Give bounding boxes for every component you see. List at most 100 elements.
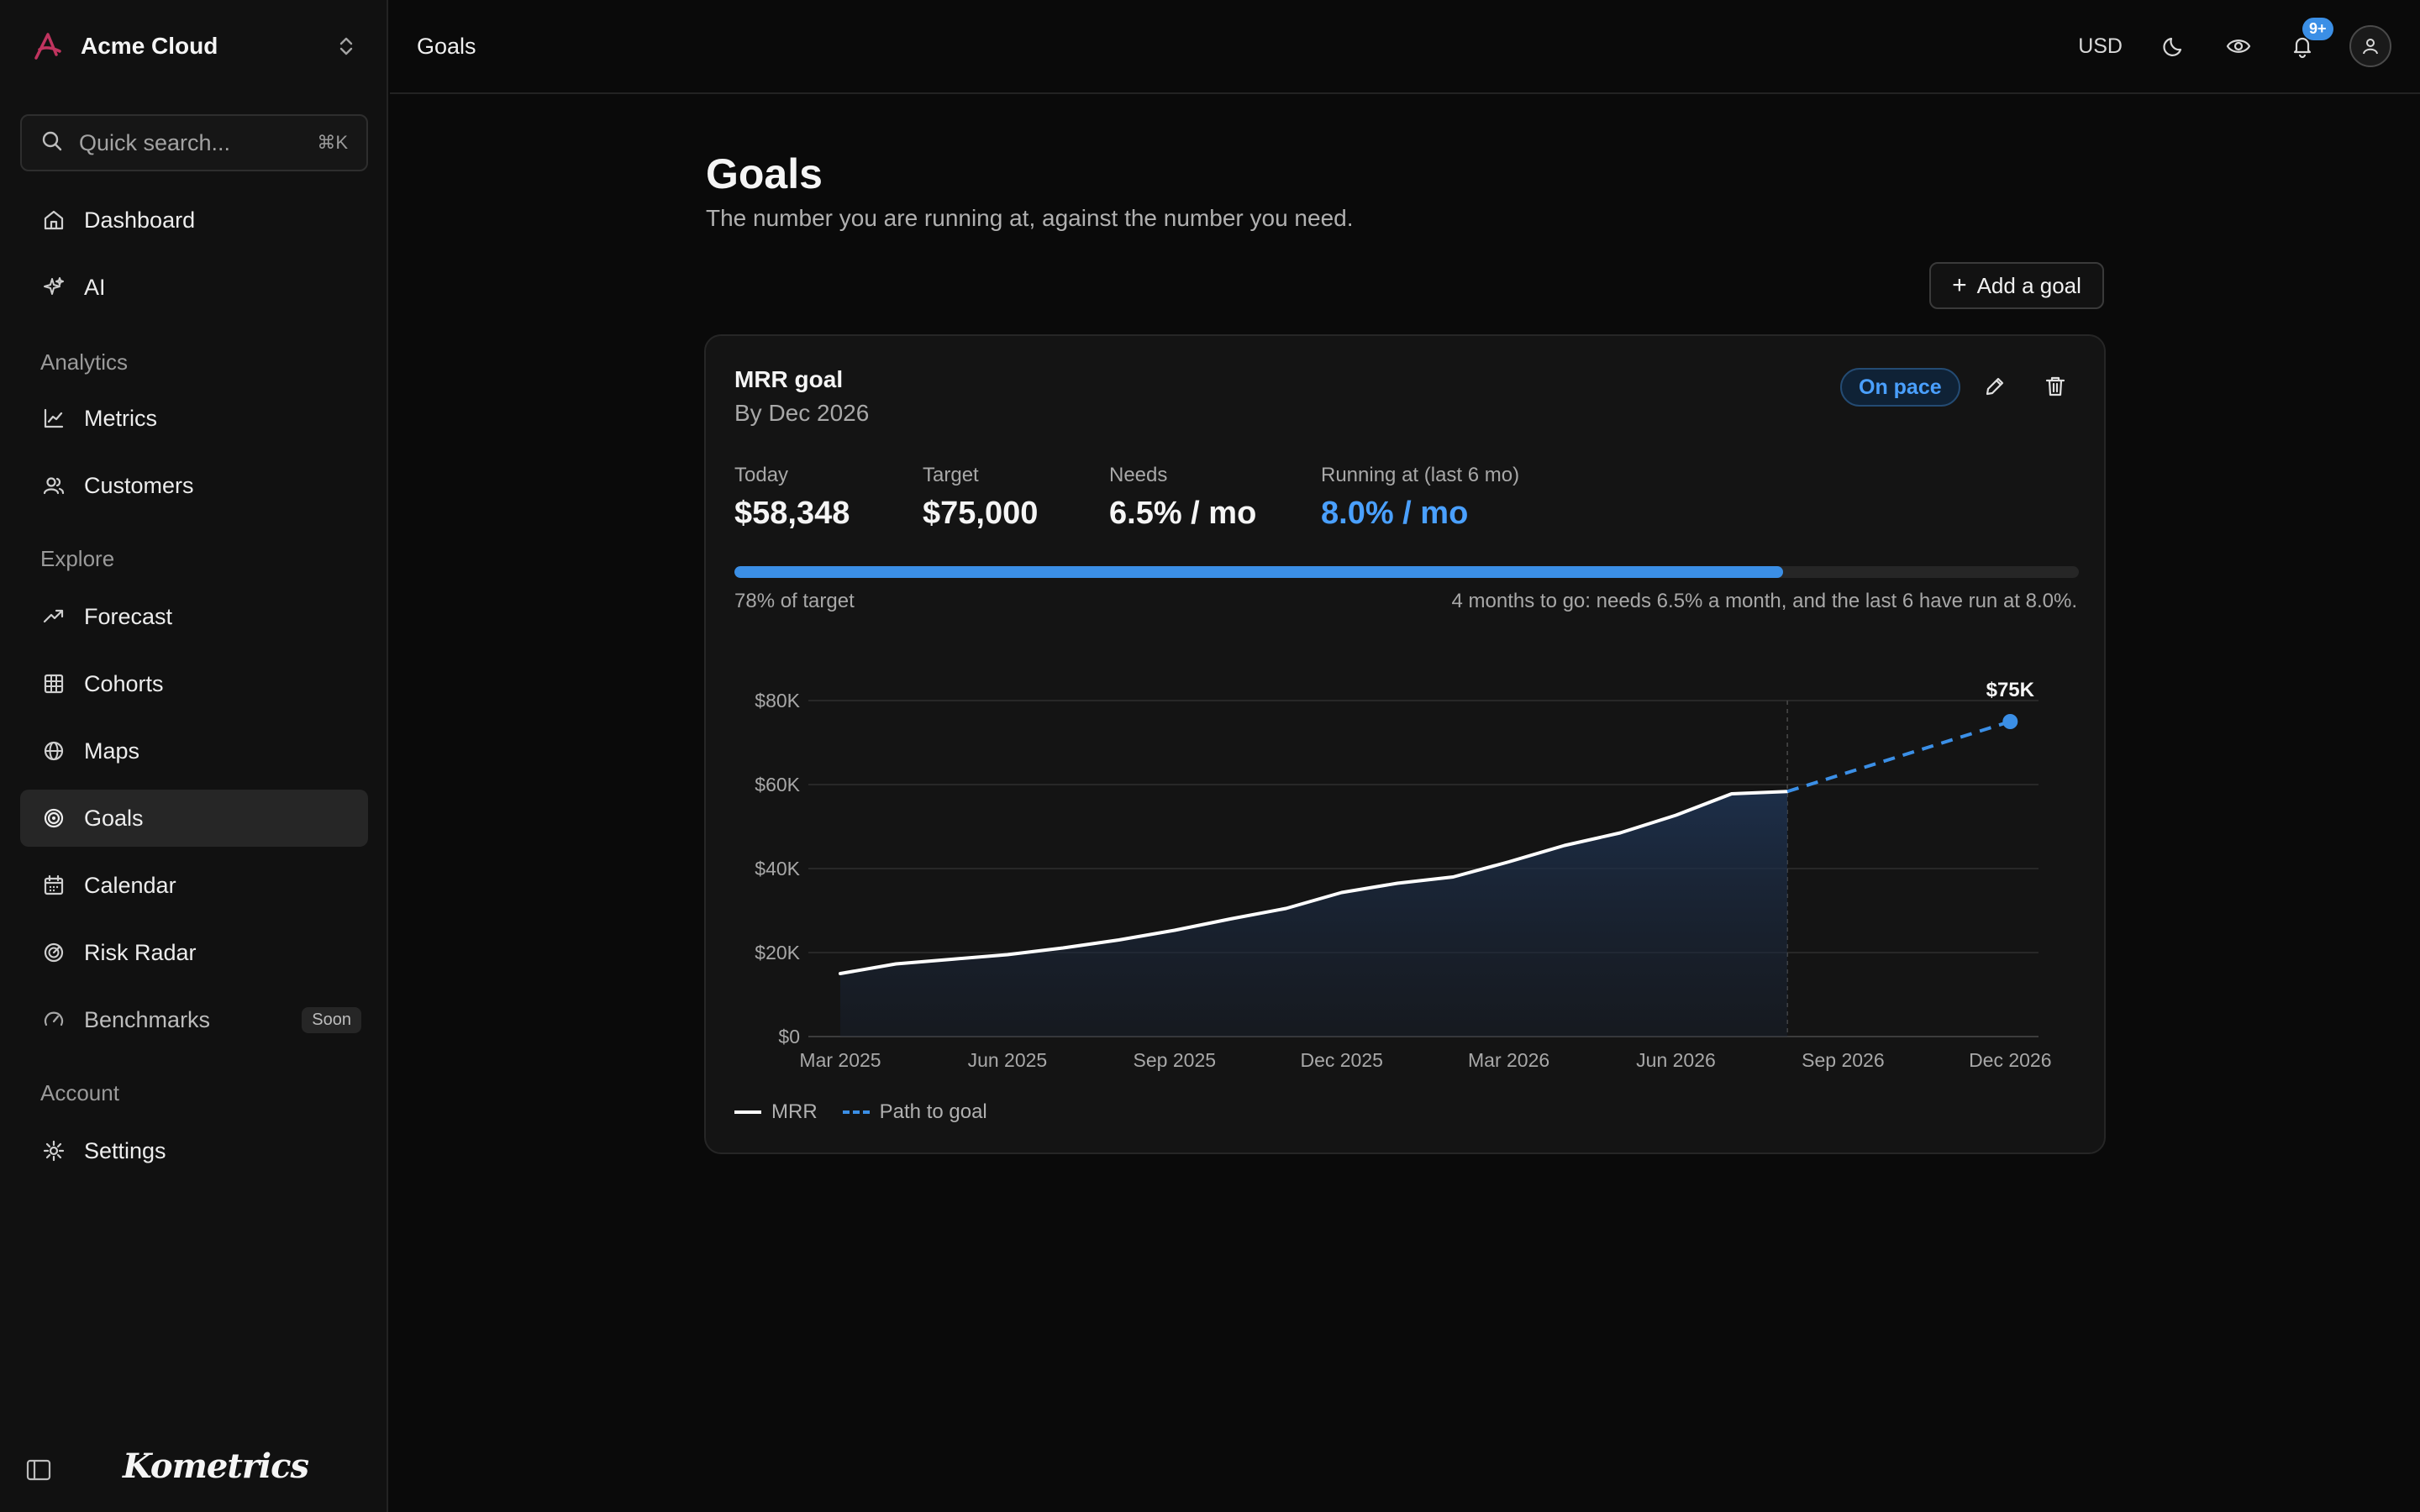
sidebar-item-label: Dashboard <box>84 207 196 233</box>
breadcrumb: Goals <box>417 33 476 59</box>
legend-swatch <box>842 1110 870 1114</box>
goal-point <box>2002 714 2018 729</box>
section-title-analytics: Analytics <box>40 349 129 375</box>
sidebar-item-benchmarks[interactable]: Benchmarks Soon <box>20 991 368 1048</box>
sidebar-item-goals[interactable]: Goals <box>20 790 368 847</box>
x-tick-label: Jun 2025 <box>968 1049 1048 1071</box>
stat-value: $58,348 <box>734 496 850 531</box>
legend-label: MRR <box>771 1100 818 1123</box>
sidebar-item-label: Cohorts <box>84 670 164 696</box>
y-tick-label: $0 <box>778 1026 800 1047</box>
search-input[interactable]: Quick search... ⌘K <box>20 114 368 171</box>
progress-fill <box>734 566 1783 578</box>
sidebar: Acme Cloud Quick search... ⌘K Dashboard … <box>0 0 388 1512</box>
mrr-area <box>840 791 1788 1037</box>
sidebar-item-label: Settings <box>84 1137 166 1163</box>
soon-badge: Soon <box>302 1006 361 1033</box>
stat-label: Running at (last 6 mo) <box>1321 464 1520 486</box>
users-icon <box>40 472 67 499</box>
page-title: Goals <box>706 150 823 197</box>
target-icon <box>40 805 67 832</box>
x-tick-label: Sep 2026 <box>1802 1049 1884 1071</box>
calendar-icon <box>40 872 67 899</box>
x-tick-label: Mar 2025 <box>799 1049 881 1071</box>
section-title-explore: Explore <box>40 546 115 571</box>
stat-label: Needs <box>1109 464 1168 486</box>
add-goal-button[interactable]: + Add a goal <box>1929 262 2104 309</box>
x-tick-label: Jun 2026 <box>1636 1049 1716 1071</box>
sidebar-item-label: Customers <box>84 472 194 498</box>
search-icon <box>40 129 64 157</box>
workspace-switcher[interactable]: Acme Cloud <box>0 0 388 92</box>
sidebar-item-label: Calendar <box>84 872 176 898</box>
search-shortcut: ⌘K <box>317 132 348 153</box>
stat-label: Today <box>734 464 789 486</box>
sidebar-item-label: Maps <box>84 738 140 764</box>
progress-note: 4 months to go: needs 6.5% a month, and … <box>1451 590 2077 612</box>
bell-icon[interactable]: 9+ <box>2286 18 2333 63</box>
add-goal-label: Add a goal <box>1976 272 2081 298</box>
plus-icon: + <box>1952 271 1967 299</box>
path-to-goal-line <box>1786 720 2011 794</box>
sidebar-item-forecast[interactable]: Forecast <box>20 588 368 645</box>
stat-target: Target $75,000 <box>923 464 1038 532</box>
avatar[interactable] <box>2349 25 2391 67</box>
section-title-account: Account <box>40 1080 119 1105</box>
top-bar: Goals USD 9+ <box>390 0 2420 94</box>
pencil-icon[interactable] <box>1978 370 2012 403</box>
sidebar-item-label: Goals <box>84 805 144 831</box>
y-tick-label: $60K <box>755 774 800 795</box>
x-tick-label: Dec 2026 <box>1969 1049 2051 1071</box>
goal-name: MRR goal <box>734 366 844 392</box>
y-tick-label: $80K <box>755 690 800 711</box>
legend-item-path: Path to goal <box>842 1100 987 1124</box>
progress-label: 78% of target <box>734 590 855 612</box>
currency-selector[interactable]: USD <box>2078 34 2123 58</box>
gear-icon <box>40 1137 67 1164</box>
stat-today: Today $58,348 <box>734 464 850 532</box>
sidebar-toggle-icon[interactable] <box>25 1458 54 1483</box>
stat-value: 8.0% / mo <box>1321 496 1469 531</box>
sidebar-item-maps[interactable]: Maps <box>20 722 368 780</box>
progress-bar <box>734 566 2079 578</box>
workspace-name: Acme Cloud <box>81 33 218 59</box>
trash-icon[interactable] <box>2039 370 2072 403</box>
x-tick-label: Sep 2025 <box>1134 1049 1216 1071</box>
stat-label: Target <box>923 464 979 486</box>
sidebar-item-ai[interactable]: AI <box>20 259 368 316</box>
sidebar-item-calendar[interactable]: Calendar <box>20 857 368 914</box>
eye-icon[interactable] <box>2222 29 2255 63</box>
chart-legend: MRR Path to goal <box>734 1100 1013 1124</box>
sidebar-item-label: Risk Radar <box>84 939 197 965</box>
stat-needs: Needs 6.5% / mo <box>1109 464 1256 532</box>
status-badge: On pace <box>1840 368 1960 407</box>
y-tick-label: $20K <box>755 942 800 963</box>
legend-item-mrr: MRR <box>734 1100 818 1124</box>
grid-icon <box>40 670 67 697</box>
sidebar-item-customers[interactable]: Customers <box>20 457 368 514</box>
sidebar-item-label: Benchmarks <box>84 1006 211 1032</box>
kometrics-wordmark: Kometrics <box>123 1446 309 1486</box>
sidebar-item-dashboard[interactable]: Dashboard <box>20 192 368 249</box>
chevron-updown-icon <box>334 34 358 58</box>
globe-icon <box>40 738 67 764</box>
sidebar-item-risk-radar[interactable]: Risk Radar <box>20 924 368 981</box>
goal-annotation: $75K <box>1986 679 2035 701</box>
search-placeholder: Quick search... <box>79 129 231 155</box>
y-tick-label: $40K <box>755 858 800 879</box>
legend-swatch <box>734 1110 761 1114</box>
moon-icon[interactable] <box>2158 29 2191 63</box>
goal-card: MRR goal By Dec 2026 On pace Today $58,3… <box>704 334 2106 1154</box>
goal-deadline: By Dec 2026 <box>734 400 870 426</box>
sidebar-item-label: AI <box>84 274 106 300</box>
sidebar-item-metrics[interactable]: Metrics <box>20 390 368 447</box>
sparkles-icon <box>40 274 67 301</box>
sidebar-item-cohorts[interactable]: Cohorts <box>20 655 368 712</box>
sidebar-item-label: Metrics <box>84 405 157 431</box>
mrr-chart: $0 $20K $40K $60K $80K Mar 2025 Jun 2025 Sep 20… <box>755 679 2051 1071</box>
sidebar-item-settings[interactable]: Settings <box>20 1122 368 1179</box>
x-tick-label: Mar 2026 <box>1468 1049 1549 1071</box>
stat-value: $75,000 <box>923 496 1039 531</box>
trending-up-icon <box>40 603 67 630</box>
